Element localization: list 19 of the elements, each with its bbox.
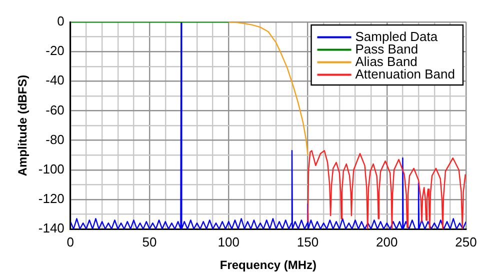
x-tick-label: 100 [218,234,240,250]
x-tick-label: 200 [376,234,398,250]
x-tick-label: 0 [66,234,74,250]
y-tick-label: -120 [38,191,64,206]
y-tick-label: -100 [38,161,64,176]
y-tick-label: 0 [57,14,64,29]
x-tick-label: 250 [455,234,477,250]
legend-label: Alias Band [355,54,418,69]
y-tick-label: -80 [46,132,64,147]
y-tick-label: -60 [46,102,64,118]
legend-label: Attenuation Band [355,66,456,82]
y-axis-title: Amplitude (dBFS) [16,74,30,176]
y-tick-label: -140 [38,220,64,236]
x-tick-label: 50 [142,234,157,250]
y-tick-label: -20 [46,43,64,58]
x-axis-title: Frequency (MHz) [220,258,317,272]
x-tick-label: 150 [296,234,319,250]
legend-label: Sampled Data [355,28,438,44]
y-tick-label: -40 [46,72,64,88]
